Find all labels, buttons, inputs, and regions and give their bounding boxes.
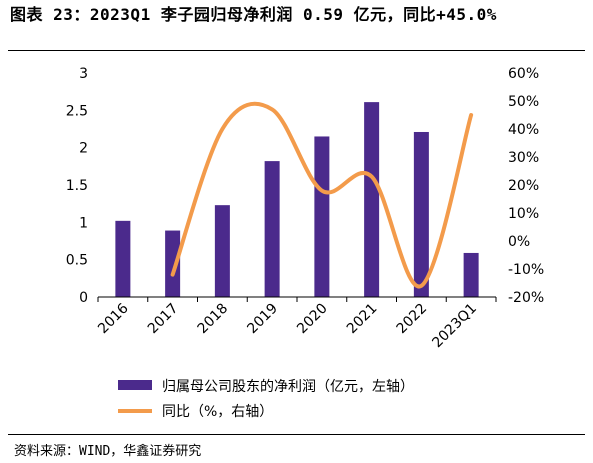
legend-bar-swatch — [118, 380, 152, 390]
right-tick--20%: -20% — [508, 290, 544, 306]
bar-2023Q1 — [463, 252, 479, 297]
bar-2021 — [364, 102, 380, 298]
x-axis — [97, 296, 497, 302]
right-y-tick-labels: -20% -10% 0% 10% 20% 30% 40% 50% 60% — [508, 66, 544, 306]
right-tick-60%: 60% — [508, 66, 539, 82]
bar-2017 — [165, 230, 181, 297]
left-tick-2.5: 2.5 — [66, 103, 88, 119]
right-tick-50%: 50% — [508, 94, 539, 110]
bar-2019 — [264, 161, 280, 297]
right-tick-30%: 30% — [508, 150, 539, 166]
x-tick-2020: 2020 — [294, 301, 331, 338]
bar-series — [115, 102, 479, 298]
left-tick-1.5: 1.5 — [66, 178, 88, 194]
title-divider — [8, 50, 585, 51]
x-tick-2023Q1: 2023Q1 — [429, 301, 480, 352]
x-tick-2021: 2021 — [344, 301, 381, 338]
left-tick-0: 0 — [79, 290, 88, 306]
left-tick-1: 1 — [79, 215, 88, 231]
bar-2016 — [115, 220, 131, 297]
x-tick-2022: 2022 — [394, 301, 431, 338]
right-tick--10%: -10% — [508, 262, 544, 278]
x-tick-2019: 2019 — [244, 301, 281, 338]
left-tick-2: 2 — [79, 141, 88, 157]
legend-line-label: 同比（%，右轴） — [162, 404, 273, 420]
x-tick-2016: 2016 — [95, 300, 132, 337]
source-divider — [8, 434, 585, 435]
legend: 归属母公司股东的净利润（亿元，左轴） 同比（%，右轴） — [118, 378, 414, 420]
bar-2018 — [214, 205, 230, 297]
legend-bar-label: 归属母公司股东的净利润（亿元，左轴） — [162, 378, 414, 395]
right-tick-0%: 0% — [508, 234, 530, 250]
right-tick-40%: 40% — [508, 122, 539, 138]
x-tick-labels: 2016 2017 2018 2019 2020 2021 2022 2023Q1 — [95, 300, 480, 351]
right-tick-20%: 20% — [508, 178, 539, 194]
chart-title: 图表 23：2023Q1 李子园归母净利润 0.59 亿元，同比+45.0% — [10, 5, 497, 24]
bar-2020 — [314, 136, 330, 297]
source-note: 资料来源：WIND，华鑫证券研究 — [14, 444, 202, 459]
left-tick-3: 3 — [79, 66, 88, 82]
x-tick-2018: 2018 — [195, 301, 232, 338]
left-tick-0.5: 0.5 — [66, 253, 88, 269]
left-y-tick-labels: 0 0.5 1 1.5 2 2.5 3 — [66, 66, 88, 306]
yoy-growth-line — [170, 101, 474, 289]
bar-2022 — [413, 131, 429, 297]
x-tick-2017: 2017 — [145, 301, 182, 338]
right-tick-10%: 10% — [508, 206, 539, 222]
